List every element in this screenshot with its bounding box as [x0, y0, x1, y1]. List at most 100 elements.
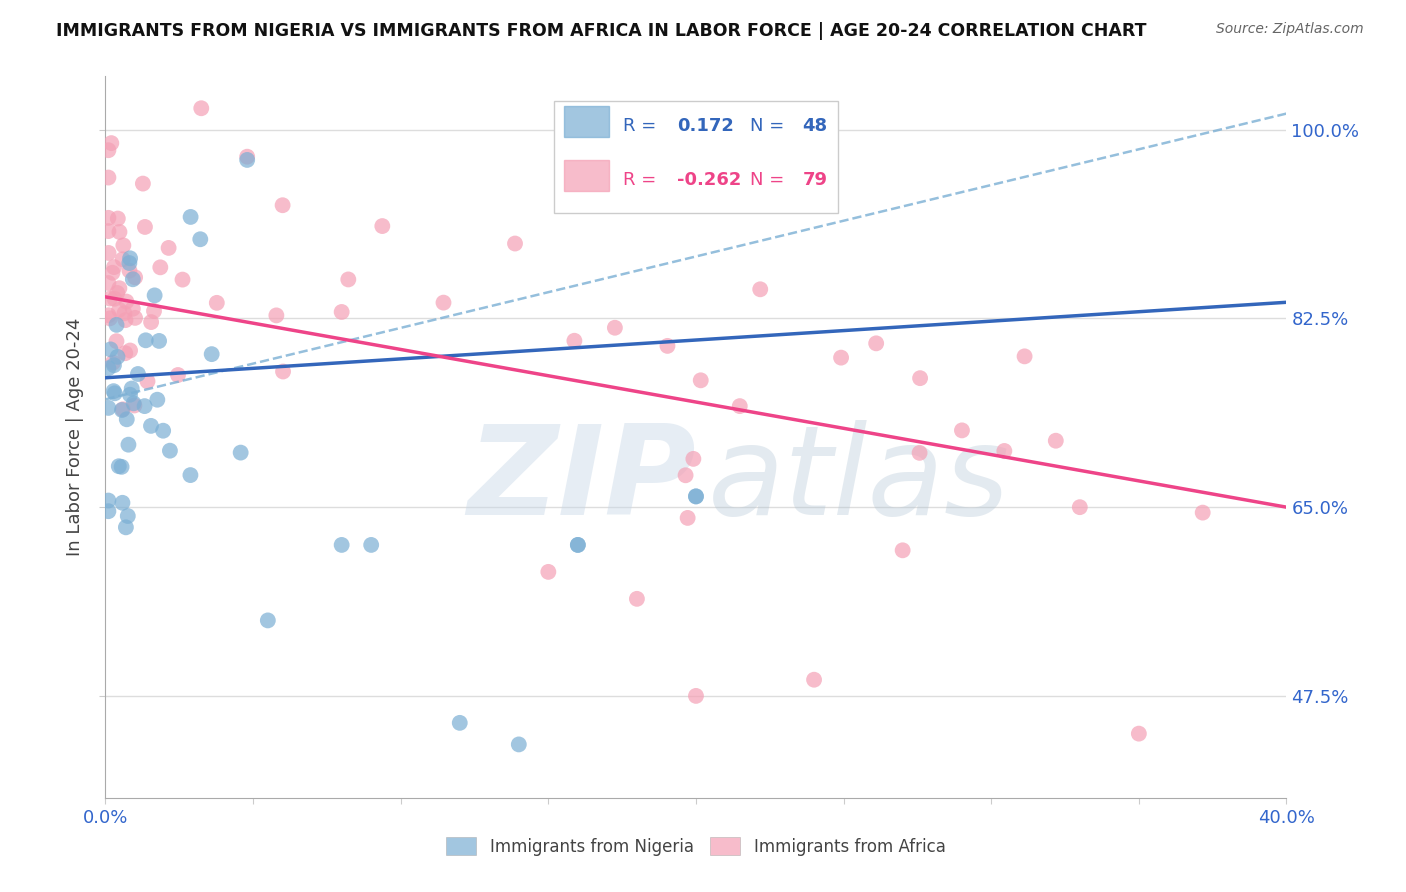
Point: [118, 256, 141, 270]
Point: [139, 418, 162, 433]
Point: [157, 241, 180, 255]
Point: [1128, 726, 1150, 740]
Point: [111, 496, 134, 510]
Point: [124, 270, 146, 285]
Point: [172, 272, 194, 286]
Point: [330, 305, 353, 319]
Point: [626, 591, 648, 606]
Text: R =: R =: [623, 117, 662, 135]
Point: [1014, 350, 1036, 364]
Point: [97, 170, 120, 185]
Point: [111, 402, 134, 417]
Point: [685, 489, 707, 503]
Point: [143, 304, 166, 318]
Point: [657, 339, 679, 353]
Point: [110, 459, 132, 474]
Point: [127, 367, 149, 381]
Legend: Immigrants from Nigeria, Immigrants from Africa: Immigrants from Nigeria, Immigrants from…: [440, 830, 952, 863]
Point: [118, 263, 141, 277]
Point: [749, 282, 772, 296]
Text: ZIP: ZIP: [467, 420, 696, 541]
Point: [112, 238, 135, 252]
Point: [103, 358, 125, 372]
Text: R =: R =: [623, 171, 662, 189]
Point: [104, 386, 127, 401]
Point: [122, 396, 145, 410]
Point: [180, 210, 202, 224]
Text: 48: 48: [803, 117, 827, 135]
Point: [675, 468, 697, 483]
Point: [146, 392, 169, 407]
Point: [148, 334, 170, 348]
Point: [603, 320, 626, 334]
Point: [803, 673, 825, 687]
Point: [117, 508, 139, 523]
Point: [103, 384, 125, 399]
Point: [134, 399, 156, 413]
Point: [371, 219, 394, 233]
Point: [124, 399, 146, 413]
Point: [139, 315, 162, 329]
Point: [136, 374, 159, 388]
Point: [97, 211, 120, 225]
Point: [676, 511, 699, 525]
Point: [143, 288, 166, 302]
Point: [503, 236, 526, 251]
Point: [97, 493, 120, 508]
Point: [101, 266, 124, 280]
Point: [685, 489, 707, 503]
Point: [179, 468, 201, 483]
Point: [236, 153, 259, 167]
Point: [120, 252, 142, 266]
Point: [132, 177, 155, 191]
Point: [685, 689, 707, 703]
Point: [449, 715, 471, 730]
Point: [159, 443, 181, 458]
Point: [105, 285, 128, 300]
Point: [121, 301, 143, 316]
Text: N =: N =: [751, 171, 790, 189]
Text: IMMIGRANTS FROM NIGERIA VS IMMIGRANTS FROM AFRICA IN LABOR FORCE | AGE 20-24 COR: IMMIGRANTS FROM NIGERIA VS IMMIGRANTS FR…: [56, 22, 1147, 40]
Point: [98, 292, 121, 306]
Point: [103, 260, 125, 274]
Point: [108, 225, 131, 239]
Point: [105, 334, 128, 348]
Text: Source: ZipAtlas.com: Source: ZipAtlas.com: [1216, 22, 1364, 37]
Point: [205, 296, 228, 310]
Point: [188, 232, 211, 246]
Point: [908, 371, 931, 385]
Point: [97, 308, 120, 322]
Point: [135, 334, 157, 348]
Text: -0.262: -0.262: [678, 171, 741, 189]
Point: [190, 101, 212, 115]
Point: [114, 306, 136, 320]
Point: [97, 504, 120, 518]
Point: [97, 401, 120, 415]
Point: [508, 738, 530, 752]
Point: [167, 368, 190, 382]
Point: [97, 143, 120, 157]
Point: [103, 292, 125, 306]
Point: [97, 361, 120, 376]
Point: [115, 412, 138, 426]
Point: [108, 281, 131, 295]
Point: [257, 614, 280, 628]
Point: [830, 351, 852, 365]
Point: [108, 302, 131, 317]
Point: [115, 520, 138, 534]
Point: [682, 451, 704, 466]
Point: [891, 543, 914, 558]
Point: [107, 350, 129, 364]
Point: [330, 538, 353, 552]
Point: [1191, 506, 1213, 520]
Point: [865, 336, 887, 351]
Point: [689, 373, 711, 387]
Point: [114, 313, 136, 327]
Point: [115, 294, 138, 309]
Point: [118, 388, 141, 402]
Bar: [564, 161, 609, 191]
Point: [98, 311, 121, 326]
Point: [121, 272, 143, 286]
Point: [360, 538, 382, 552]
Point: [728, 399, 751, 413]
